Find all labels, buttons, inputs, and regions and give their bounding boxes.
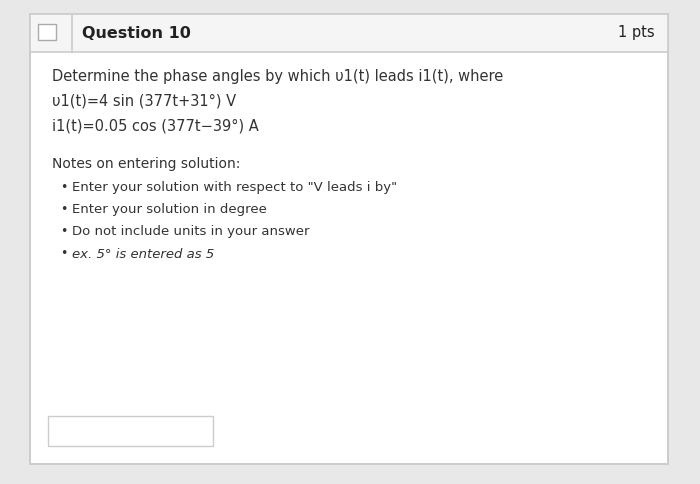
FancyBboxPatch shape <box>48 416 213 446</box>
Text: Enter your solution with respect to "V leads i by": Enter your solution with respect to "V l… <box>72 182 397 195</box>
Text: •: • <box>60 247 67 260</box>
Text: •: • <box>60 226 67 239</box>
Text: •: • <box>60 182 67 195</box>
Text: ex. 5° is entered as 5: ex. 5° is entered as 5 <box>72 247 214 260</box>
Text: •: • <box>60 203 67 216</box>
Text: Determine the phase angles by which υ1(t) leads i1(t), where: Determine the phase angles by which υ1(t… <box>52 69 503 84</box>
Text: i1(t)=0.05 cos (377t−39°) A: i1(t)=0.05 cos (377t−39°) A <box>52 119 259 134</box>
Text: Enter your solution in degree: Enter your solution in degree <box>72 203 267 216</box>
Text: υ1(t)=4 sin (377t+31°) V: υ1(t)=4 sin (377t+31°) V <box>52 93 236 108</box>
FancyBboxPatch shape <box>38 24 56 40</box>
Text: 1 pts: 1 pts <box>618 26 655 41</box>
Text: Notes on entering solution:: Notes on entering solution: <box>52 157 240 171</box>
Text: Question 10: Question 10 <box>82 26 191 41</box>
FancyBboxPatch shape <box>30 14 72 52</box>
FancyBboxPatch shape <box>30 14 668 464</box>
FancyBboxPatch shape <box>30 14 668 52</box>
Text: Do not include units in your answer: Do not include units in your answer <box>72 226 309 239</box>
